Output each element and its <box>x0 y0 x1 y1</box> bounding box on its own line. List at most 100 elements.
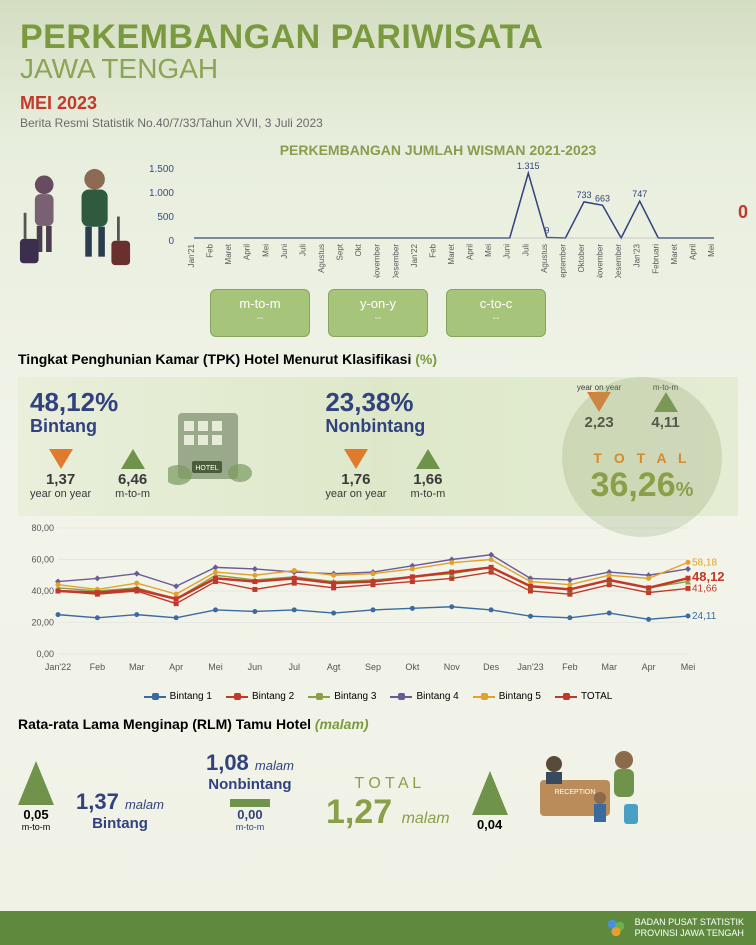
triangle-down-icon <box>344 449 368 469</box>
svg-text:0,00: 0,00 <box>36 649 54 659</box>
svg-text:Mar: Mar <box>602 662 618 672</box>
svg-text:58,18: 58,18 <box>692 557 717 568</box>
bintang-mtom: 6,46 m-to-m <box>115 449 150 500</box>
svg-text:Agustus: Agustus <box>540 244 549 273</box>
yoy-button[interactable]: y-on-y-- <box>328 289 428 337</box>
svg-text:60,00: 60,00 <box>31 555 54 565</box>
wisman-chart: 1.3159733663747Jan'21FebMaretAprilMeiJun… <box>154 158 724 278</box>
svg-text:Jan'22: Jan'22 <box>45 662 71 672</box>
svg-text:Februari: Februari <box>651 244 660 274</box>
reception-icon: RECEPTION <box>530 742 640 832</box>
tpk-title: Tingkat Penghunian Kamar (TPK) Hotel Men… <box>18 351 738 367</box>
svg-text:663: 663 <box>595 193 610 203</box>
rlm-bintang-label: Bintang <box>76 815 164 832</box>
rlm-nonbintang-value: 1,08 <box>206 750 249 775</box>
wisman-title: PERKEMBANGAN JUMLAH WISMAN 2021-2023 <box>134 142 742 158</box>
triangle-up-icon <box>416 449 440 469</box>
svg-text:RECEPTION: RECEPTION <box>554 789 595 796</box>
svg-text:Maret: Maret <box>447 243 456 264</box>
btn-sub: -- <box>233 313 287 324</box>
btn-label: c-to-c <box>480 296 513 311</box>
tpk-linechart: 0,0020,0040,0060,0080,0058,1848,1241,662… <box>18 522 738 682</box>
svg-text:Apr: Apr <box>169 662 183 672</box>
svg-text:Juli: Juli <box>298 244 307 256</box>
ctoc-button[interactable]: c-to-c-- <box>446 289 546 337</box>
svg-text:1.315: 1.315 <box>517 161 540 171</box>
svg-text:Juli: Juli <box>521 244 530 256</box>
tpk-nonbintang: 23,38% Nonbintang 1,76 year on year 1,66… <box>325 387 520 500</box>
svg-text:September: September <box>558 244 567 278</box>
rlm-title: Rata-rata Lama Menginap (RLM) Tamu Hotel… <box>18 716 738 732</box>
hotel-label: HOTEL <box>195 465 218 472</box>
svg-text:Nov: Nov <box>444 662 461 672</box>
tpk-total: year on year 2,23 m-to-m 4,11 T O T A L … <box>531 387 726 500</box>
rlm-bintang-delta: 0,05 m-to-m <box>18 761 54 832</box>
delta-value: 1,76 <box>325 471 386 488</box>
svg-text:Maret: Maret <box>670 243 679 264</box>
nonbintang-label: Nonbintang <box>325 416 520 437</box>
nonbintang-yoy: 1,76 year on year <box>325 449 386 500</box>
svg-text:Jun: Jun <box>248 662 263 672</box>
rlm-nonbintang: 1,08 malam Nonbintang 0,00 m-to-m <box>206 750 294 832</box>
svg-text:Desember: Desember <box>614 244 623 278</box>
svg-text:Maret: Maret <box>224 243 233 264</box>
bintang-yoy: 1,37 year on year <box>30 449 91 500</box>
svg-text:Juni: Juni <box>280 244 289 259</box>
rlm-total-label: T O T A L <box>326 775 450 793</box>
svg-text:April: April <box>466 244 475 260</box>
legend-item: TOTAL <box>555 691 612 702</box>
svg-text:Agt: Agt <box>327 662 341 672</box>
tpk-section: Tingkat Penghunian Kamar (TPK) Hotel Men… <box>0 337 756 516</box>
delta-value: 1,66 <box>410 471 445 488</box>
svg-text:April: April <box>688 244 697 260</box>
delta-value: 0,04 <box>472 817 508 832</box>
delta-note: m-to-m <box>115 488 150 500</box>
mtom-button[interactable]: m-to-m -- <box>210 289 310 337</box>
svg-text:Desember: Desember <box>391 244 400 278</box>
nonbintang-value: 23,38% <box>325 387 520 418</box>
svg-text:Okt: Okt <box>354 243 363 256</box>
legend-item: Bintang 3 <box>308 691 376 702</box>
triangle-up-icon <box>121 449 145 469</box>
svg-text:Mei: Mei <box>681 662 696 672</box>
svg-text:Jul: Jul <box>288 662 300 672</box>
linechart-legend: Bintang 1Bintang 2Bintang 3Bintang 4Bint… <box>18 691 738 702</box>
rlm-total-delta: 0,04 <box>472 771 508 832</box>
btn-label: y-on-y <box>360 296 396 311</box>
svg-text:Des: Des <box>483 662 500 672</box>
svg-text:Oktober: Oktober <box>577 244 586 273</box>
svg-text:Jan'23: Jan'23 <box>633 243 642 267</box>
delta-note: m-to-m <box>206 822 294 832</box>
svg-text:Feb: Feb <box>206 243 215 257</box>
legend-item: Bintang 2 <box>226 691 294 702</box>
svg-text:April: April <box>243 244 252 260</box>
legend-item: Bintang 1 <box>144 691 212 702</box>
svg-text:Mei: Mei <box>261 244 270 257</box>
svg-text:Juni: Juni <box>503 244 512 259</box>
svg-text:Jan'23: Jan'23 <box>517 662 543 672</box>
rlm-section: Rata-rata Lama Menginap (RLM) Tamu Hotel… <box>0 702 756 832</box>
rlm-total: T O T A L 1,27 malam <box>326 775 450 832</box>
tpk-panel: 48,12% Bintang 1,37 year on year 6,46 m-… <box>18 377 738 516</box>
linechart-section: 0,0020,0040,0060,0080,0058,1848,1241,662… <box>0 516 756 702</box>
travelers-icon <box>10 168 140 308</box>
svg-text:Mar: Mar <box>129 662 145 672</box>
delta-value: 6,46 <box>115 471 150 488</box>
svg-text:747: 747 <box>632 189 647 199</box>
svg-text:Sep: Sep <box>365 662 381 672</box>
tpk-title-unit: (%) <box>415 351 437 367</box>
page-subtitle: JAWA TENGAH <box>20 53 736 85</box>
svg-text:November: November <box>596 244 605 278</box>
svg-text:48,12: 48,12 <box>692 569 725 584</box>
delta-value: 0,00 <box>206 807 294 822</box>
svg-text:Feb: Feb <box>428 243 437 257</box>
rlm-bintang: 1,37 malam Bintang <box>76 789 164 832</box>
svg-text:41,66: 41,66 <box>692 583 717 594</box>
header: PERKEMBANGAN PARIWISATA JAWA TENGAH MEI … <box>0 0 756 134</box>
rlm-total-value: 1,27 malam <box>326 793 450 832</box>
total-circle: T O T A L 36,26% <box>562 377 722 537</box>
period-label: MEI 2023 <box>20 93 736 114</box>
btn-label: m-to-m <box>239 296 280 311</box>
legend-item: Bintang 4 <box>390 691 458 702</box>
delta-note: m-to-m <box>18 822 54 832</box>
